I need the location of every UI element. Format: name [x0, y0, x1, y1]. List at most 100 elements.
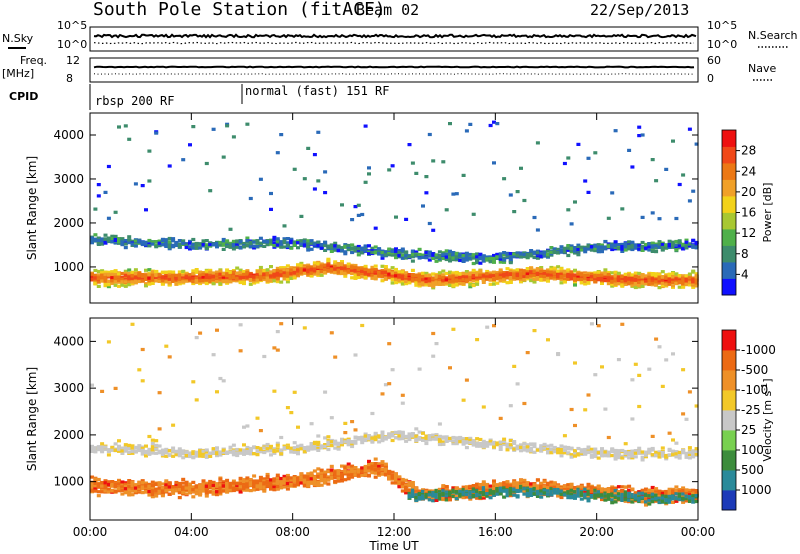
radar-cell	[238, 240, 243, 244]
radar-cell	[650, 275, 655, 279]
radar-cell	[502, 258, 507, 262]
radar-cell	[539, 255, 544, 259]
radar-cell	[573, 200, 577, 204]
radar-cell	[100, 242, 105, 246]
radar-cell	[235, 274, 240, 279]
radar-cell	[188, 482, 192, 486]
radar-cell	[441, 282, 446, 286]
radar-cell	[309, 477, 314, 481]
radar-cell	[654, 272, 659, 276]
radar-cell	[90, 482, 94, 486]
radar-cell	[610, 284, 615, 288]
radar-cell	[644, 242, 648, 247]
radar-cell	[110, 279, 115, 283]
radar-cell	[188, 276, 192, 281]
radar-cell	[248, 489, 253, 493]
radar-cell	[245, 482, 250, 486]
radar-cell	[694, 142, 699, 146]
radar-cell	[404, 217, 409, 221]
radar-cell	[448, 249, 452, 253]
radar-cell	[448, 257, 452, 261]
radar-cell	[630, 240, 635, 244]
radar-cell	[150, 483, 155, 487]
radar-cell	[147, 484, 152, 488]
radar-cell	[370, 249, 375, 253]
radar-cell	[211, 451, 216, 455]
radar-cell	[113, 484, 118, 488]
radar-cell	[343, 274, 348, 278]
radar-cell	[637, 134, 642, 138]
radar-cell	[478, 269, 483, 273]
radar-cell	[117, 274, 121, 279]
radar-cell	[103, 237, 108, 241]
radar-cell	[248, 483, 253, 487]
radar-cell	[252, 485, 257, 489]
radar-cell	[549, 273, 554, 277]
radar-cell	[292, 276, 297, 280]
radar-cell	[218, 487, 223, 492]
radar-cell	[90, 277, 94, 281]
radar-cell	[458, 258, 463, 262]
radar-cell	[559, 281, 564, 285]
radar-cell	[174, 450, 179, 454]
radar-cell	[333, 260, 338, 264]
radar-cell	[333, 244, 338, 248]
radar-cell	[630, 281, 635, 285]
radar-cell	[221, 242, 226, 246]
radar-cell	[167, 164, 172, 168]
radar-cell	[137, 368, 142, 372]
radar-cell	[633, 275, 638, 280]
radar-cell	[238, 448, 243, 452]
radar-cell	[137, 481, 142, 485]
radar-cell	[309, 268, 314, 272]
radar-cell	[410, 278, 415, 282]
radar-cell	[475, 275, 480, 279]
radar-cell	[231, 453, 236, 457]
radar-cell	[451, 254, 456, 258]
radar-cell	[633, 281, 638, 285]
radar-cell	[583, 279, 588, 283]
radar-cell	[312, 445, 317, 449]
radar-cell	[177, 280, 182, 284]
radar-cell	[495, 122, 500, 126]
radar-cell	[677, 285, 682, 289]
radar-cell	[106, 239, 111, 243]
radar-cell	[674, 274, 679, 278]
radar-cell	[133, 271, 138, 275]
radar-cell	[127, 276, 132, 280]
radar-cell	[248, 274, 253, 278]
radar-cell	[448, 270, 452, 274]
radar-cell	[471, 212, 476, 216]
radar-cell	[620, 276, 625, 280]
radar-cell	[96, 494, 101, 498]
radar-cell	[299, 271, 304, 275]
radar-cell	[508, 261, 513, 265]
radar-cell	[299, 214, 304, 218]
radar-cell	[657, 243, 662, 247]
radar-cell	[269, 274, 273, 278]
radar-cell	[306, 475, 311, 479]
radar-cell	[167, 274, 172, 278]
radar-cell	[117, 237, 121, 241]
radar-cell	[363, 247, 368, 251]
radar-cell	[255, 278, 260, 282]
radar-cell	[188, 273, 192, 277]
radar-cell	[279, 242, 284, 246]
radar-cell	[258, 485, 263, 489]
radar-cell	[522, 278, 527, 282]
radar-cell	[269, 279, 273, 283]
radar-cell	[296, 246, 300, 250]
radar-cell	[559, 276, 564, 280]
radar-cell	[269, 242, 273, 246]
radar-cell	[451, 282, 456, 286]
radar-cell	[316, 179, 321, 183]
radar-cell	[461, 280, 466, 284]
radar-cell	[660, 275, 665, 279]
radar-cell	[201, 239, 206, 243]
radar-cell	[502, 271, 507, 275]
radar-cell	[106, 490, 111, 494]
radar-cell	[103, 487, 108, 491]
radar-cell	[360, 251, 365, 255]
radar-cell	[248, 196, 253, 201]
radar-cell	[606, 273, 611, 277]
